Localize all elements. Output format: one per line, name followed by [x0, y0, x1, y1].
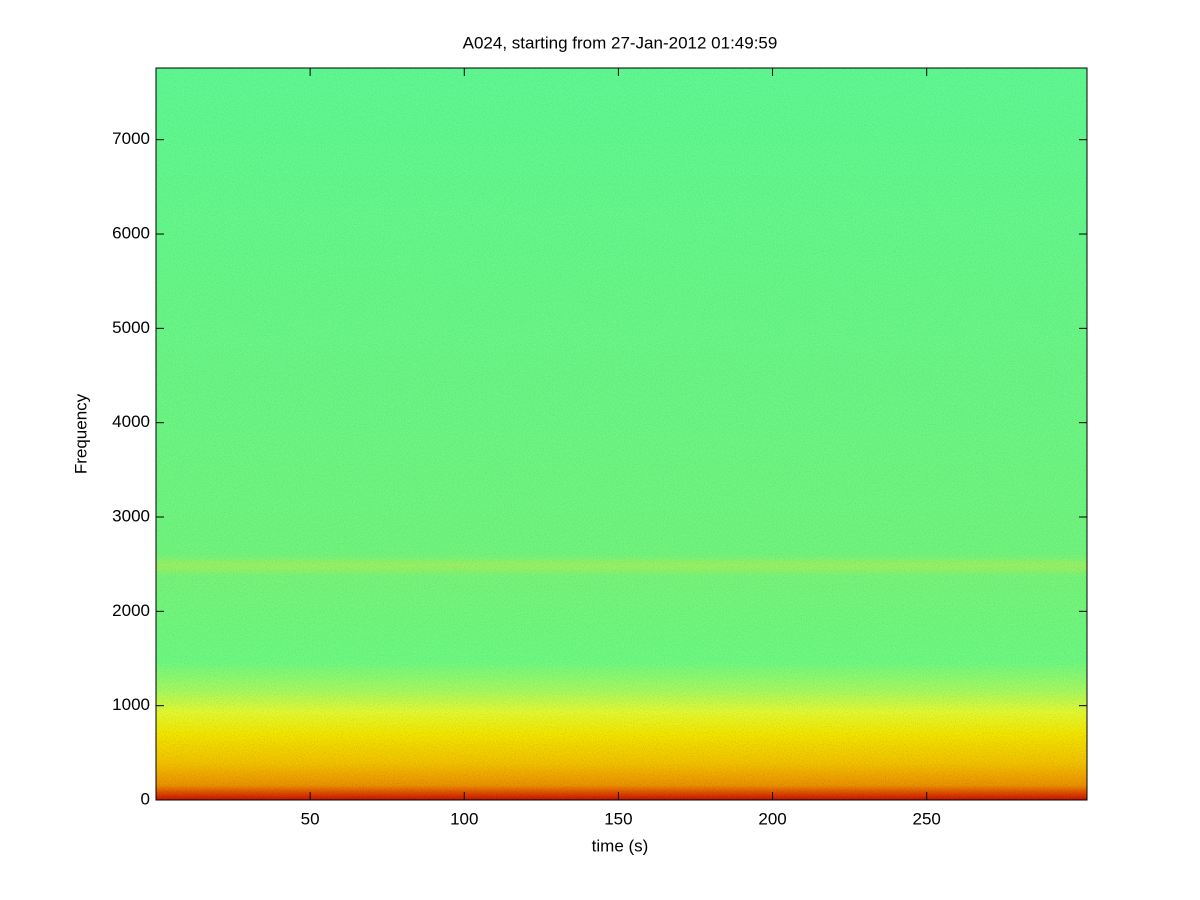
axes-box — [155, 67, 1088, 801]
x-tick-label: 150 — [604, 809, 632, 828]
y-tick-label: 0 — [141, 789, 150, 808]
y-tick-label: 3000 — [112, 506, 150, 525]
x-tick-label: 50 — [301, 809, 320, 828]
y-tick-label: 5000 — [112, 318, 150, 337]
y-tick-label: 2000 — [112, 601, 150, 620]
x-tick-label: 100 — [450, 809, 478, 828]
x-tick-label: 200 — [758, 809, 786, 828]
x-tick-label: 250 — [913, 809, 941, 828]
chart-title: A024, starting from 27-Jan-2012 01:49:59 — [463, 33, 778, 52]
spectrogram-image — [156, 68, 1087, 800]
y-axis-label: Frequency — [71, 393, 90, 474]
y-tick-label: 6000 — [112, 224, 150, 243]
x-axis-label: time (s) — [592, 836, 649, 855]
y-tick-label: 4000 — [112, 412, 150, 431]
y-tick-label: 7000 — [112, 129, 150, 148]
y-tick-label: 1000 — [112, 695, 150, 714]
